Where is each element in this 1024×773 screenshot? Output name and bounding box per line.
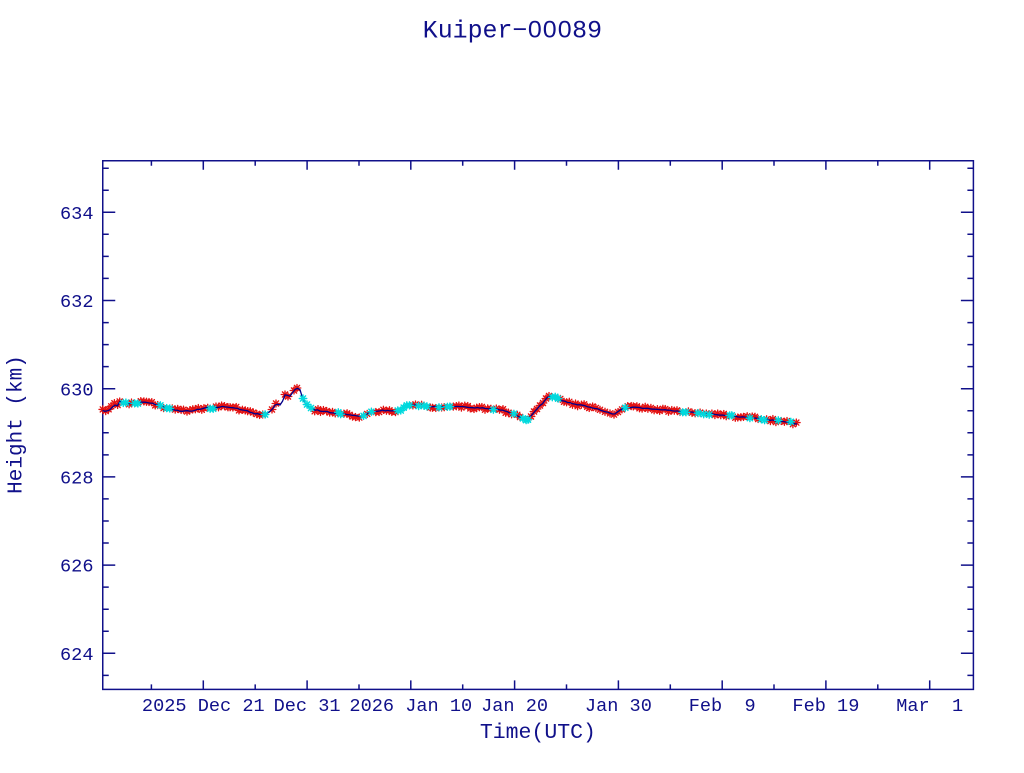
- svg-text:626: 626: [60, 557, 93, 578]
- svg-text:628: 628: [60, 469, 93, 490]
- svg-text:Mar 1: Mar 1: [896, 696, 963, 717]
- svg-text:Kuiper−00089: Kuiper−00089: [423, 18, 602, 46]
- svg-text:632: 632: [60, 292, 93, 313]
- svg-text:2026 Jan 10: 2026 Jan 10: [349, 696, 472, 717]
- svg-text:Height (km): Height (km): [6, 355, 29, 494]
- svg-text:634: 634: [60, 204, 93, 225]
- svg-text:Jan 30: Jan 30: [585, 696, 652, 717]
- svg-text:624: 624: [60, 645, 93, 666]
- svg-text:Feb 19: Feb 19: [792, 696, 859, 717]
- svg-text:Time(UTC): Time(UTC): [480, 721, 596, 745]
- svg-text:Jan 20: Jan 20: [481, 696, 548, 717]
- svg-text:630: 630: [60, 380, 93, 401]
- svg-text:Feb 9: Feb 9: [689, 696, 756, 717]
- svg-text:Dec 31: Dec 31: [274, 696, 341, 717]
- svg-text:2025 Dec 21: 2025 Dec 21: [142, 696, 265, 717]
